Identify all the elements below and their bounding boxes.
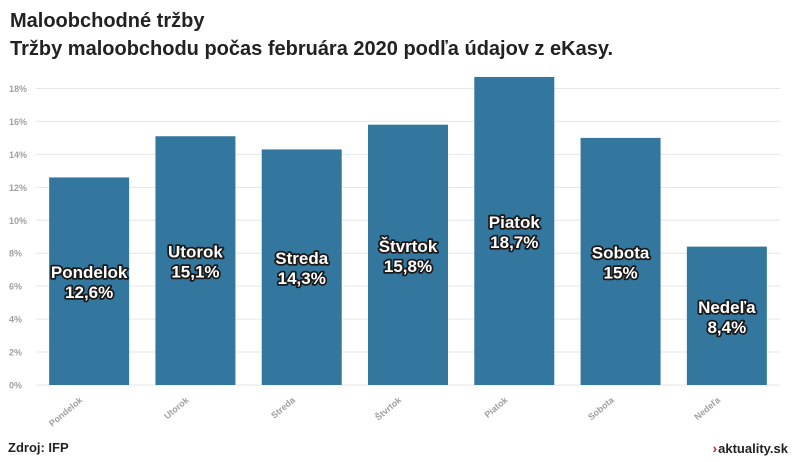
brand-logo: › aktuality.sk [712, 440, 788, 456]
bar-value-label: 14,3% [278, 269, 326, 288]
y-axis-ticks: 0% 2% 4% 6% 8% 10% 12% 14% 16% 18% [9, 84, 27, 391]
x-axis-ticks: Pondelok Utorok Streda Štvrtok Piatok Sobota N… [47, 393, 723, 428]
x-tick-label: Pondelok [47, 394, 85, 428]
bar [580, 137, 661, 385]
bar-category-label: Piatok [489, 213, 541, 232]
bar-category-label: Štvrtok [379, 237, 438, 256]
bar [474, 76, 555, 385]
bars [49, 76, 767, 385]
bar [261, 149, 342, 385]
y-tick-label: 10% [9, 216, 27, 226]
x-tick-label: Nedeľa [692, 394, 723, 422]
bar-value-label: 15,8% [384, 257, 432, 276]
y-tick-label: 4% [9, 315, 22, 325]
x-tick-label: Streda [269, 394, 298, 420]
y-tick-label: 18% [9, 84, 27, 94]
bar-value-label: 18,7% [490, 233, 538, 252]
y-tick-label: 14% [9, 150, 27, 160]
y-tick-label: 6% [9, 282, 22, 292]
brand-arrow-icon: › [712, 440, 718, 456]
y-tick-label: 12% [9, 183, 27, 193]
bar-category-label: Pondelok [51, 263, 128, 282]
x-tick-label: Utorok [162, 394, 191, 421]
y-tick-label: 16% [9, 117, 27, 127]
bar [368, 124, 448, 385]
chart-subtitle: Tržby maloobchodu počas februára 2020 po… [10, 38, 614, 60]
bar-category-label: Streda [275, 249, 328, 268]
bar-value-label: 15,1% [171, 263, 219, 282]
brand-name: aktuality.sk [718, 440, 788, 456]
bar-category-label: Nedeľa [698, 298, 756, 317]
y-tick-label: 2% [9, 348, 22, 358]
x-tick-label: Sobota [586, 394, 617, 422]
source-note: Zdroj: IFP [8, 440, 69, 455]
bar-value-label: 12,6% [65, 283, 113, 302]
bar-category-label: Sobota [592, 243, 650, 262]
x-tick-label: Piatok [482, 394, 510, 420]
y-tick-label: 8% [9, 249, 22, 259]
chart-title: Maloobchodné tržby [10, 10, 205, 32]
bar [155, 136, 236, 385]
bar [49, 177, 130, 385]
bar-value-label: 15% [604, 263, 638, 282]
x-tick-label: Štvrtok [372, 393, 404, 422]
bar-value-label: 8,4% [707, 318, 746, 337]
y-tick-label: 0% [9, 381, 22, 391]
bar [686, 246, 767, 385]
bar-category-label: Utorok [168, 243, 223, 262]
